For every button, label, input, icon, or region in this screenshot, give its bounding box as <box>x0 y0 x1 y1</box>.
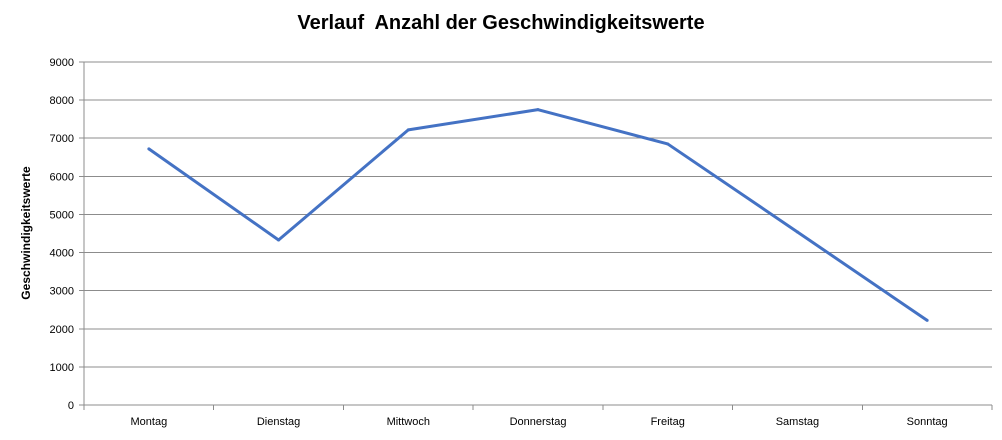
y-axis-title: Geschwindigkeitswerte <box>19 166 33 300</box>
y-tick-label: 1000 <box>50 362 74 374</box>
x-tick-label: Samstag <box>776 416 819 428</box>
x-tick-labels: Montag Dienstag Mittwoch Donnerstag Freitag S… <box>131 416 948 428</box>
gridlines <box>84 61 992 368</box>
data-point <box>406 128 410 132</box>
y-tick-label: 5000 <box>50 209 74 221</box>
x-tick-label: Montag <box>131 416 168 428</box>
y-tick-label: 6000 <box>50 171 74 183</box>
y-tick-labels: 0 1000 2000 3000 4000 5000 6000 7000 8000 9000 <box>50 57 74 412</box>
data-point <box>795 230 799 234</box>
data-series <box>147 108 929 322</box>
data-point <box>666 142 670 146</box>
series-line <box>147 108 928 322</box>
data-point <box>147 147 151 151</box>
y-tick-label: 3000 <box>50 286 74 298</box>
data-point <box>277 238 281 242</box>
x-tick-label: Freitag <box>651 416 685 428</box>
y-tick-label: 2000 <box>50 324 74 336</box>
x-tick-label: Donnerstag <box>510 416 567 428</box>
y-tick-label: 7000 <box>50 133 74 145</box>
data-point <box>536 108 540 112</box>
y-tick-label: 0 <box>68 400 74 412</box>
data-point <box>925 318 929 322</box>
y-tick-label: 4000 <box>50 248 74 260</box>
axes <box>79 61 993 410</box>
y-tick-label: 9000 <box>50 57 74 69</box>
y-tick-label: 8000 <box>50 95 74 107</box>
x-tick-label: Dienstag <box>257 416 300 428</box>
chart-title: Verlauf Anzahl der Geschwindigkeitswerte <box>297 12 705 34</box>
x-tick-label: Sonntag <box>907 416 948 428</box>
x-tick-label: Mittwoch <box>387 416 430 428</box>
